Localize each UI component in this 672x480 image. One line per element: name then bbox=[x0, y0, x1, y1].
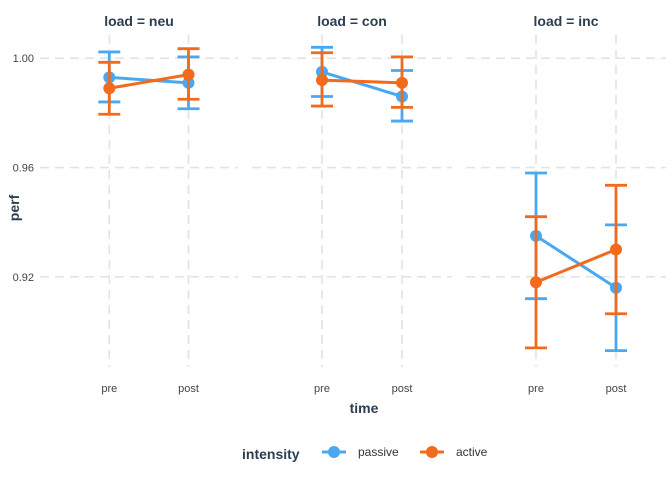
series-line bbox=[535, 234, 617, 290]
y-axis: 0.92 0.96 1.00 bbox=[13, 53, 34, 284]
x-axis-title: time bbox=[350, 400, 379, 416]
y-axis-title: perf bbox=[6, 194, 22, 221]
legend-entry-passive: passive bbox=[322, 445, 399, 459]
series-passive bbox=[525, 171, 627, 353]
facet-panel-2: load = inc pre post bbox=[466, 13, 666, 395]
data-point bbox=[396, 76, 408, 89]
facet-strip-label: load = neu bbox=[104, 13, 174, 29]
series-active bbox=[525, 183, 627, 350]
data-point bbox=[103, 82, 116, 95]
series-active bbox=[98, 47, 200, 116]
x-tick-label: pre bbox=[314, 383, 330, 395]
data-point bbox=[182, 68, 195, 81]
legend-label: passive bbox=[358, 445, 399, 459]
legend-key-point bbox=[328, 446, 340, 458]
series-line bbox=[109, 73, 189, 90]
facet-panel-0: load = neu pre post bbox=[40, 13, 238, 395]
x-tick-label: post bbox=[392, 383, 413, 395]
x-tick-label: post bbox=[178, 383, 199, 395]
y-tick-label: 0.96 bbox=[13, 163, 34, 175]
y-tick-label: 0.92 bbox=[13, 272, 34, 284]
legend: intensity passive active bbox=[242, 445, 488, 462]
facet-panel-1: load = con pre post bbox=[252, 13, 452, 395]
series-active bbox=[311, 51, 413, 109]
data-point bbox=[610, 243, 622, 256]
x-tick-label: pre bbox=[101, 383, 117, 395]
facet-strip-label: load = con bbox=[317, 13, 387, 29]
legend-title: intensity bbox=[242, 446, 300, 462]
x-tick-label: pre bbox=[528, 383, 544, 395]
series-line bbox=[321, 78, 403, 85]
legend-entry-active: active bbox=[420, 445, 488, 459]
data-point bbox=[316, 74, 328, 87]
legend-key-point bbox=[426, 446, 438, 458]
x-tick-label: post bbox=[606, 383, 627, 395]
legend-label: active bbox=[456, 445, 488, 459]
facet-strip-label: load = inc bbox=[534, 13, 599, 29]
series-line bbox=[321, 70, 403, 98]
y-tick-label: 1.00 bbox=[13, 53, 34, 65]
series-line bbox=[535, 248, 617, 284]
data-point bbox=[530, 276, 542, 289]
